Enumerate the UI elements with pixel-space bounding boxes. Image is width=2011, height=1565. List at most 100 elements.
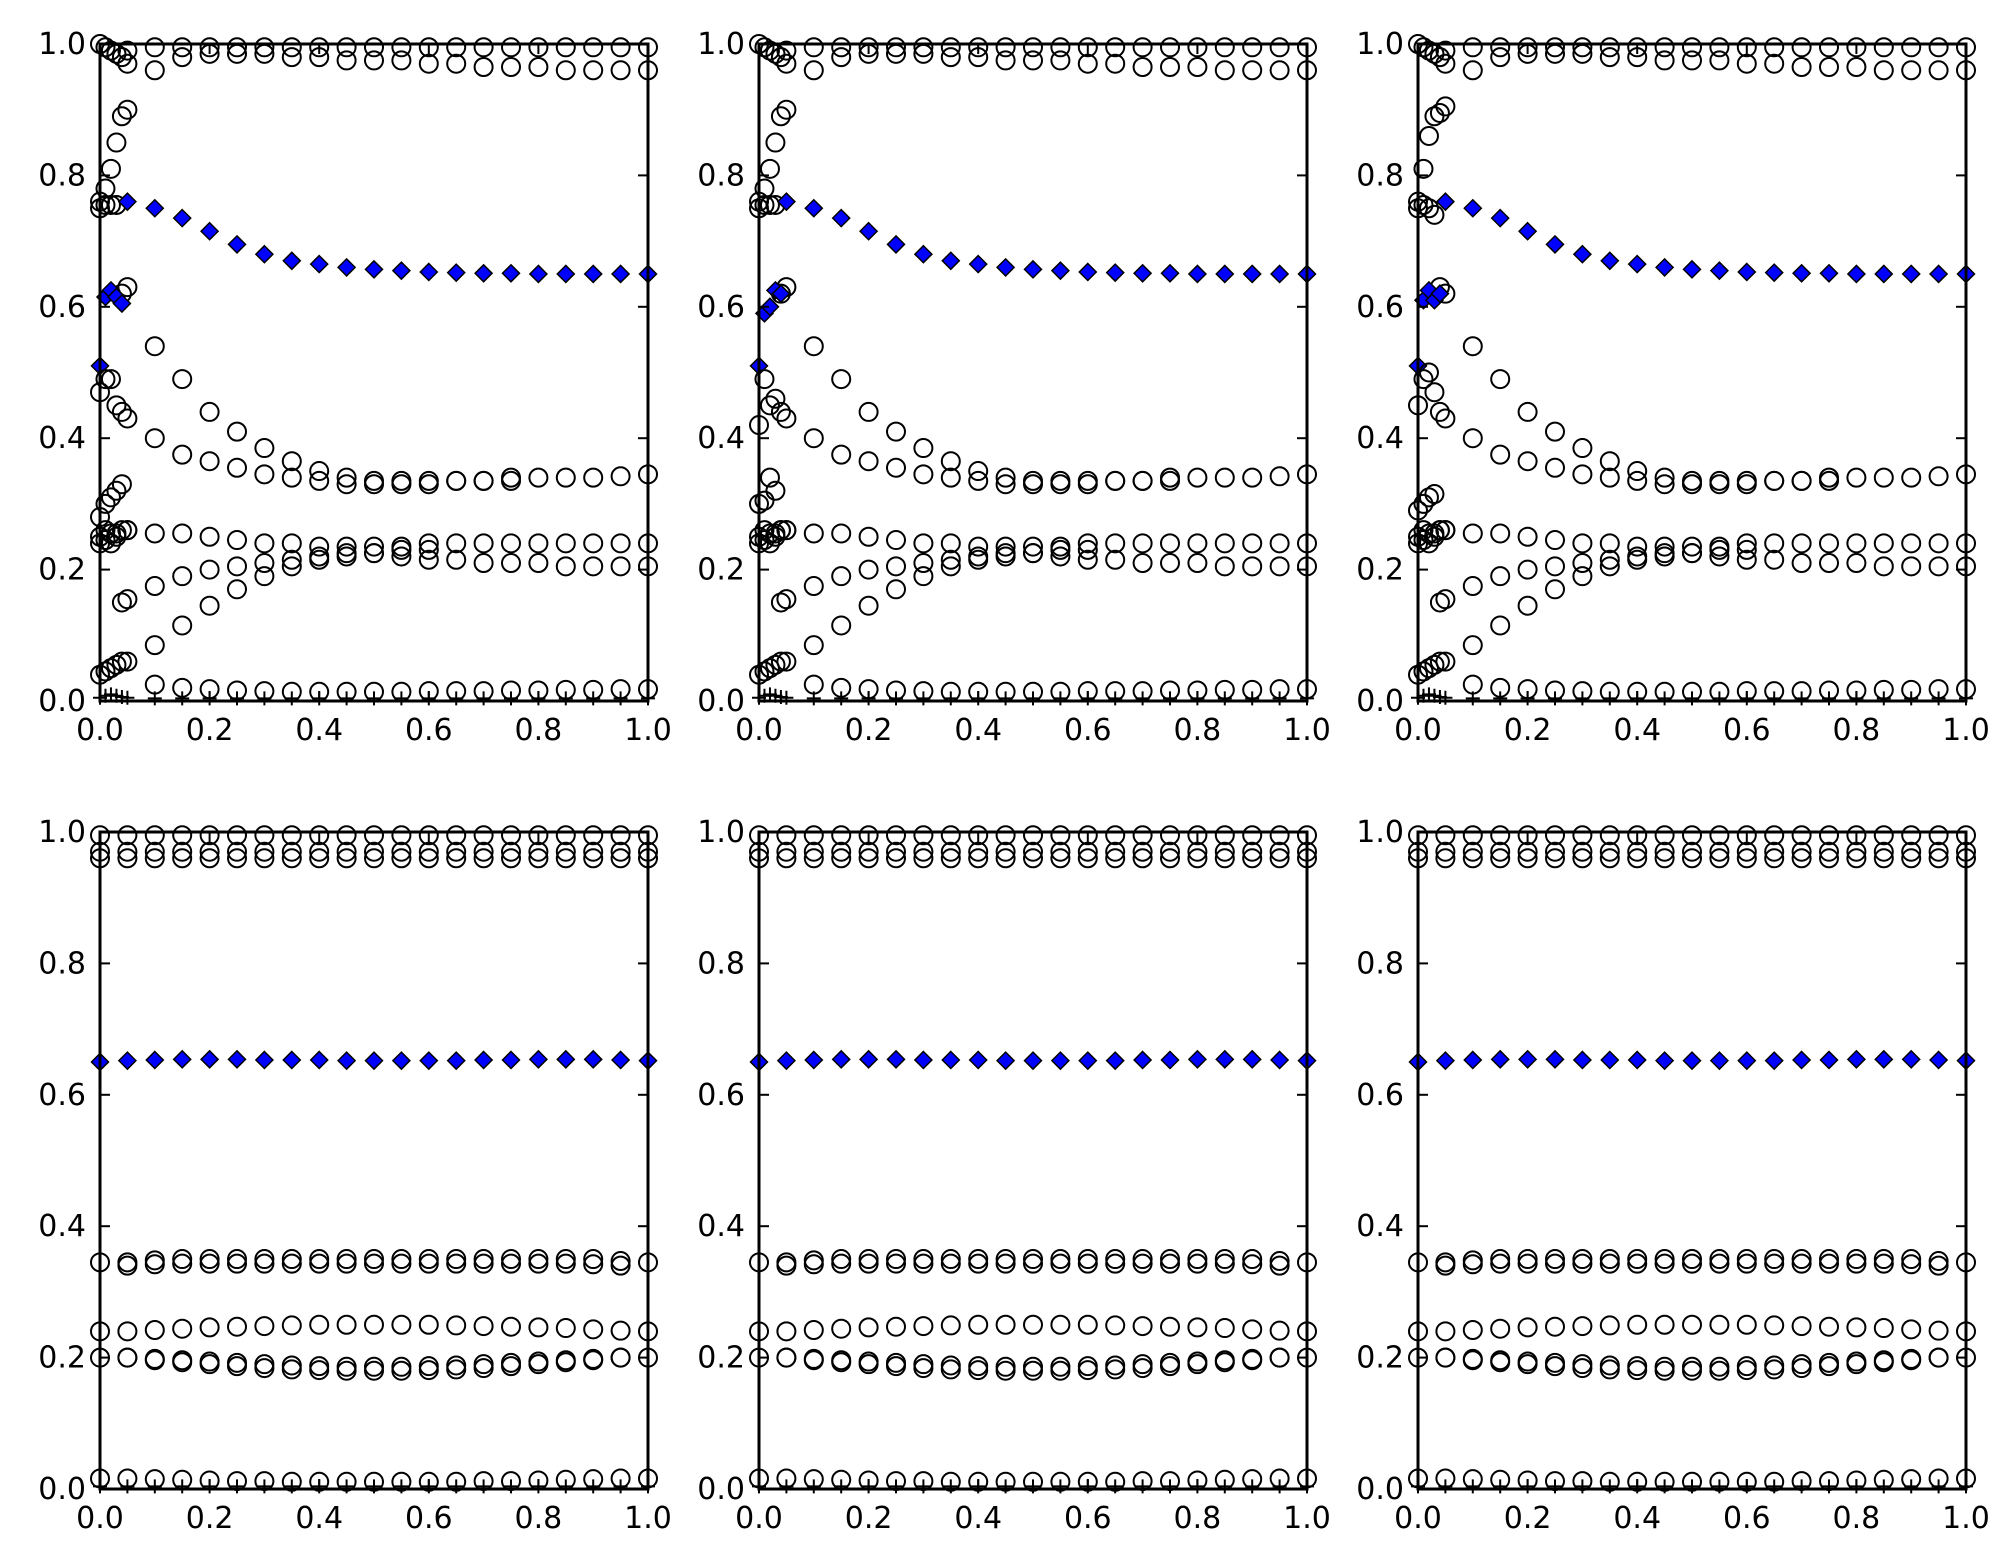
circle-point: [968, 549, 989, 570]
x-tick-label: 0.0: [76, 713, 124, 748]
plus-point: [1822, 691, 1836, 706]
circle-point: [1517, 559, 1538, 580]
circle-point: [1572, 464, 1593, 485]
circle-point: [1846, 553, 1867, 574]
circle-point: [336, 50, 357, 71]
circle-point: [1023, 474, 1043, 495]
circle-point: [583, 841, 604, 862]
circle-point: [1873, 1249, 1894, 1270]
diamond-point: [1764, 263, 1784, 283]
circle-point: [1599, 1359, 1620, 1380]
subplot-1-2: 0.0 0.2 0.4 0.6 0.8 1.0 0.0 0.2 0.4 0.6 0.8 1.0: [697, 27, 1331, 748]
circle-point: [1709, 37, 1730, 58]
circle-point: [1490, 848, 1511, 869]
circle-point: [831, 841, 852, 862]
circle-point: [1462, 1320, 1483, 1341]
plus-point: [284, 691, 299, 706]
circle-point: [1435, 1321, 1456, 1342]
circle-point: [1077, 1314, 1098, 1335]
circle-point: [1873, 467, 1894, 488]
circle-point: [555, 1318, 576, 1339]
diamond-point: [776, 192, 796, 212]
circle-point: [336, 1314, 357, 1335]
circle-point: [1682, 1314, 1702, 1335]
circle-point: [1269, 533, 1290, 554]
diamond-point: [1846, 1049, 1866, 1069]
circle-point: [100, 487, 121, 508]
plot-area: [1418, 832, 1966, 1489]
circle-point: [1077, 841, 1098, 862]
circle-point: [1050, 470, 1071, 491]
circle-point: [1269, 848, 1290, 869]
circle-point: [1187, 841, 1208, 862]
circle-point: [610, 1255, 631, 1276]
y-tick-label: 0.2: [38, 1341, 86, 1376]
x-tick-label: 0.2: [845, 1501, 893, 1536]
plus-point: [613, 1479, 628, 1494]
plus-point: [1685, 691, 1699, 706]
circle-point: [1819, 533, 1839, 554]
circle-point: [111, 401, 132, 422]
diamond-point: [172, 1049, 192, 1069]
circle-point: [1517, 1317, 1538, 1338]
y-tick-label: 1.0: [38, 27, 86, 62]
diamond-point: [1270, 264, 1290, 284]
diamond-point: [1270, 1050, 1290, 1070]
circle-point: [831, 369, 852, 390]
circle-point: [117, 408, 138, 429]
circle-point: [858, 451, 879, 472]
diamond-point: [1846, 264, 1866, 284]
circle-point: [1424, 382, 1445, 403]
plus-point: [1135, 691, 1150, 706]
plus-point: [1602, 691, 1617, 706]
circle-point: [418, 825, 439, 846]
circle-point: [940, 1249, 961, 1270]
diamond-point: [583, 1049, 603, 1069]
circle-point: [1928, 37, 1949, 58]
plus-point: [257, 1479, 272, 1494]
circle-point: [913, 825, 934, 846]
plus-point: [1163, 1479, 1177, 1494]
circle-point: [1654, 841, 1675, 862]
circle-point: [886, 1356, 906, 1377]
circle-point: [1709, 1360, 1730, 1381]
circle-point: [1517, 1249, 1538, 1270]
data-markers: [1408, 34, 1976, 706]
circle-point: [1928, 848, 1949, 869]
circle-point: [528, 1317, 549, 1338]
plus-point: [394, 691, 409, 706]
diamond-point: [145, 1050, 165, 1070]
circle-point: [446, 470, 467, 491]
circle-point: [1599, 451, 1620, 472]
circle-point: [940, 467, 961, 488]
circle-point: [1764, 53, 1785, 74]
circle-point: [501, 37, 521, 58]
circle-point: [281, 451, 302, 472]
circle-point: [754, 661, 775, 682]
circle-point: [776, 1321, 797, 1342]
circle-point: [473, 1316, 494, 1337]
circle-point: [281, 1315, 302, 1336]
circle-point: [1572, 533, 1593, 554]
circle-point: [1928, 841, 1949, 862]
circle-point: [1873, 848, 1894, 869]
circle-point: [1105, 1359, 1126, 1380]
circle-point: [1242, 1350, 1263, 1371]
circle-point: [1050, 1253, 1071, 1274]
circle-point: [940, 848, 961, 869]
circle-point: [610, 1347, 631, 1368]
circle-point: [1791, 56, 1812, 77]
circle-point: [473, 533, 494, 554]
circle-point: [1846, 37, 1867, 58]
diamond-point: [1133, 263, 1153, 283]
plus-point: [449, 691, 464, 706]
circle-point: [1105, 533, 1126, 554]
axes-frame: [98, 830, 650, 1491]
circle-point: [1572, 438, 1593, 459]
circle-point: [770, 592, 791, 613]
circle-point: [1599, 825, 1620, 846]
circle-point: [1764, 1249, 1785, 1270]
diamond-point: [859, 1049, 879, 1069]
circle-point: [1077, 1249, 1098, 1270]
